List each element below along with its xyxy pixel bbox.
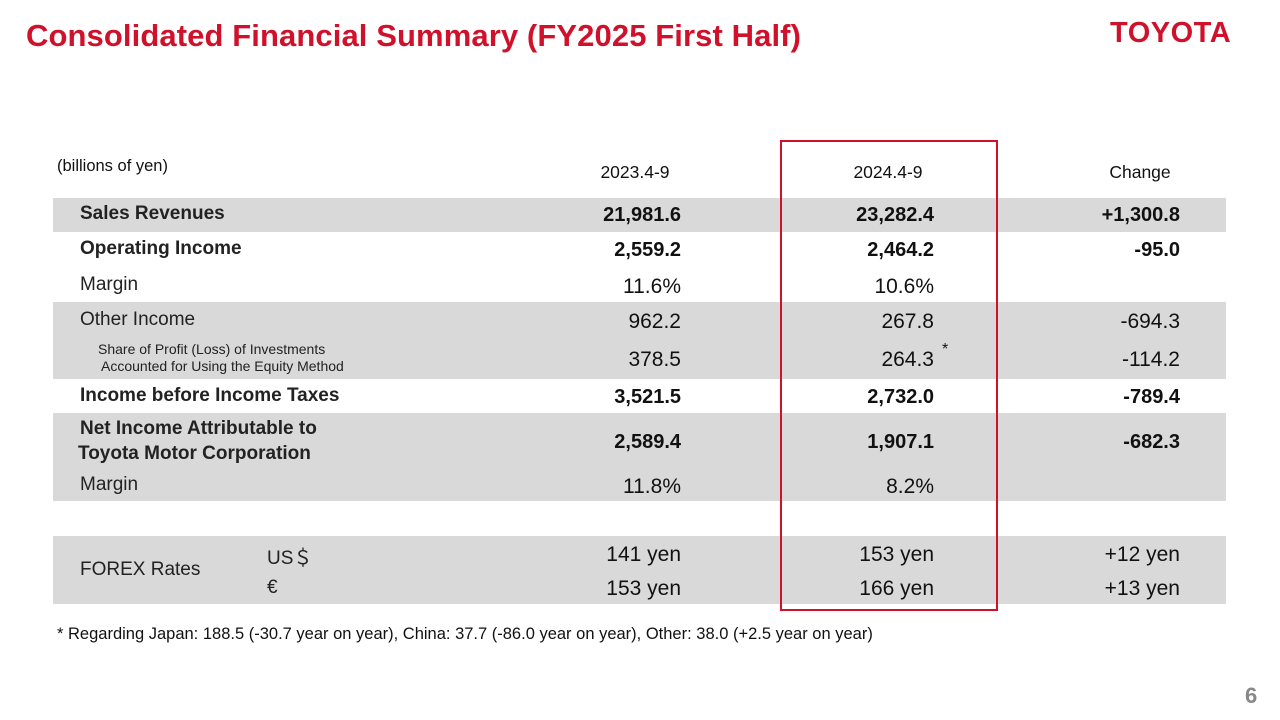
- table-row-other-income: Other Income 962.2 267.8 -694.3: [53, 302, 1226, 337]
- row-label-line2: Toyota Motor Corporation: [78, 443, 311, 464]
- value-change: -95.0: [1134, 239, 1180, 261]
- value-2023: 2,559.2: [614, 239, 681, 261]
- row-label: FOREX Rates: [80, 559, 201, 580]
- value-2024: 264.3: [881, 348, 934, 371]
- usd-value-2023: 141 yen: [606, 543, 681, 566]
- value-2023: 962.2: [628, 310, 681, 333]
- row-label: Margin: [80, 474, 139, 495]
- value-2023: 21,981.6: [603, 204, 681, 226]
- column-header-2023: 2023.4-9: [600, 162, 670, 182]
- row-label: Operating Income: [80, 238, 242, 259]
- currency-usd: US＄: [267, 548, 313, 569]
- table-row-sales-revenues: Sales Revenues 21,981.6 23,282.4 +1,300.…: [53, 198, 1226, 232]
- row-label: Other Income: [80, 309, 196, 330]
- toyota-logo: TOYOTA: [1110, 17, 1232, 49]
- highlight-box-2024: [780, 140, 998, 611]
- row-label: Income before Income Taxes: [80, 385, 340, 406]
- value-2024: 8.2%: [886, 475, 934, 498]
- currency-eur: €: [267, 577, 278, 598]
- eur-value-change: +13 yen: [1104, 577, 1180, 600]
- value-2023: 11.6%: [623, 275, 681, 298]
- row-label: Margin: [80, 274, 139, 295]
- value-2024: 1,907.1: [867, 431, 934, 453]
- value-2024: 10.6%: [874, 275, 934, 298]
- unit-label: (billions of yen): [57, 157, 168, 175]
- value-2023: 11.8%: [623, 475, 681, 498]
- page-title: Consolidated Financial Summary (FY2025 F…: [26, 18, 802, 53]
- value-2024: 2,732.0: [867, 386, 934, 408]
- eur-value-2023: 153 yen: [606, 577, 681, 600]
- value-change: -114.2: [1122, 348, 1180, 371]
- value-2023: 378.5: [628, 348, 681, 371]
- value-2024: 267.8: [881, 310, 934, 333]
- footnote-marker: *: [942, 341, 949, 358]
- value-change: -789.4: [1123, 386, 1180, 408]
- usd-value-change: +12 yen: [1104, 543, 1180, 566]
- column-header-change: Change: [1109, 162, 1171, 182]
- footnote: * Regarding Japan: 188.5 (-30.7 year on …: [57, 625, 873, 643]
- table-row-operating-income: Operating Income 2,559.2 2,464.2 -95.0: [53, 232, 1226, 267]
- table-row-net-margin: Margin 11.8% 8.2%: [53, 468, 1226, 501]
- table-row-income-before-taxes: Income before Income Taxes 3,521.5 2,732…: [53, 379, 1226, 413]
- value-change: -682.3: [1123, 431, 1180, 453]
- row-label-line1: Share of Profit (Loss) of Investments: [98, 341, 326, 357]
- page-number: 6: [1245, 683, 1258, 708]
- value-2024: 2,464.2: [867, 239, 934, 261]
- value-2023: 2,589.4: [614, 431, 681, 453]
- value-change: +1,300.8: [1101, 204, 1180, 226]
- table-row-net-income: Net Income Attributable to Toyota Motor …: [53, 413, 1226, 468]
- table-row-operating-margin: Margin 11.6% 10.6%: [53, 267, 1226, 302]
- value-change: -694.3: [1120, 310, 1180, 333]
- row-label-line2: Accounted for Using the Equity Method: [101, 358, 344, 374]
- row-label: Sales Revenues: [80, 203, 225, 224]
- table-row-equity-method-profit: Share of Profit (Loss) of Investments Ac…: [53, 337, 1226, 379]
- table-row-forex: FOREX Rates US＄ 141 yen 153 yen +12 yen …: [53, 536, 1226, 604]
- value-2023: 3,521.5: [614, 386, 681, 408]
- eur-value-2024: 166 yen: [859, 577, 934, 600]
- row-label-line1: Net Income Attributable to: [80, 418, 317, 439]
- value-2024: 23,282.4: [856, 204, 934, 226]
- usd-value-2024: 153 yen: [859, 543, 934, 566]
- column-header-2024: 2024.4-9: [853, 162, 923, 182]
